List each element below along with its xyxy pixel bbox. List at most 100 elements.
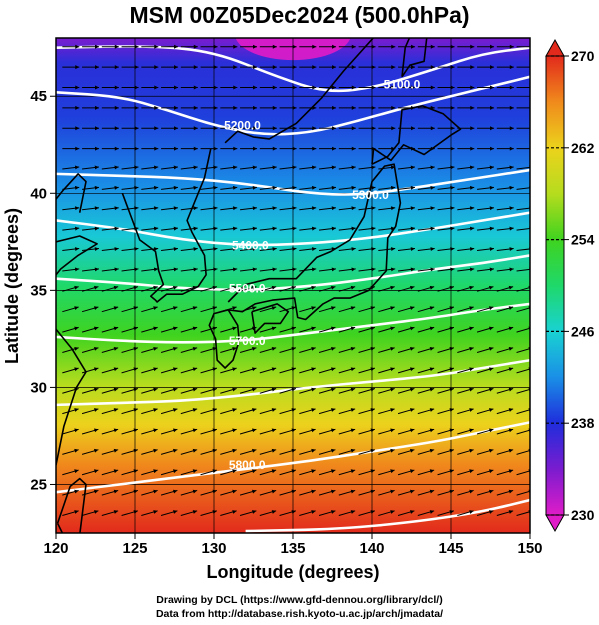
wind-vector-head [134, 206, 139, 211]
wind-vector-head [450, 44, 455, 49]
wind-vector-head [390, 267, 396, 272]
wind-vector-head [370, 306, 375, 311]
wind-vector-head [251, 448, 257, 453]
wind-vector-head [350, 367, 356, 372]
wind-vector-head [271, 489, 277, 494]
wind-vector-head [410, 226, 415, 231]
wind-vector-head [370, 387, 375, 392]
wind-vector-head [172, 285, 178, 290]
wind-vector-head [174, 65, 179, 70]
wind-vector-head [470, 105, 475, 110]
wind-vector-head [93, 489, 99, 494]
colorbar: 270 262 254 246 238 230 [545, 38, 595, 533]
wind-vector-head [390, 226, 396, 231]
wind-vector-head [134, 185, 139, 190]
wind-vector [516, 490, 530, 496]
colorbar-tick-label: 230 [571, 507, 595, 523]
wind-vector-head [173, 267, 178, 272]
wind-vector-head [233, 44, 238, 49]
wind-vector-head [371, 126, 376, 131]
wind-vector-head [93, 469, 99, 474]
wind-vector-head [351, 126, 356, 131]
wind-vector-head [134, 85, 139, 90]
wind-vector-head [114, 226, 119, 231]
wind-vector-head [488, 285, 494, 290]
wind-vector-head [311, 267, 317, 272]
wind-vector-head [390, 206, 396, 211]
wind-vector-head [311, 510, 316, 514]
wind-vector-head [233, 146, 238, 151]
wind-vector-head [330, 326, 336, 331]
wind-vector-head [154, 65, 159, 70]
x-axis-label: Longitude (degrees) [206, 562, 379, 582]
wind-vector-head [409, 469, 415, 474]
wind-vector-head [429, 448, 435, 453]
wind-vector-head [449, 469, 454, 474]
wind-vector-head [252, 267, 257, 272]
wind-vector-head [93, 326, 99, 331]
wind-vector-head [331, 226, 336, 231]
wind-vector-head [213, 226, 218, 231]
wind-vector-head [390, 306, 395, 311]
wind-vector-head [449, 387, 454, 392]
wind-vector-head [429, 306, 435, 311]
wind-vector-head [114, 267, 119, 272]
wind-vector-head [253, 44, 258, 49]
wind-vector-head [252, 165, 257, 170]
wind-vector-head [311, 367, 316, 372]
wind-vector-head [469, 428, 474, 433]
colorbar-scale [545, 55, 565, 516]
wind-vector-head [330, 367, 336, 372]
wind-vector-head [391, 44, 396, 49]
wind-vector-head [291, 408, 296, 412]
wind-vector-head [409, 408, 415, 412]
wind-vector-head [74, 489, 79, 494]
wind-vector-head [330, 408, 336, 412]
wind-vector-head [74, 367, 79, 372]
coastline [208, 309, 241, 369]
wind-vector [516, 228, 530, 231]
wind-vector-head [292, 247, 297, 251]
y-tick-label: 30 [30, 379, 47, 396]
wind-vector-head [272, 126, 277, 131]
wind-vector-head [469, 247, 475, 251]
wind-vector-head [469, 165, 475, 170]
wind-vector-head [74, 428, 79, 433]
wind-vector-head [490, 126, 495, 131]
wind-vector-head [370, 428, 375, 433]
wind-vector-head [153, 267, 159, 272]
wind-vector-head [508, 448, 514, 453]
wind-vector-head [390, 489, 395, 494]
wind-vector-head [429, 326, 435, 331]
wind-vector-head [331, 247, 336, 251]
wind-vector-head [311, 247, 317, 251]
wind-vector-head [370, 285, 375, 290]
wind-vector-head [233, 105, 238, 110]
wind-vector-head [391, 65, 396, 70]
wind-vector-head [469, 510, 474, 514]
wind-vector-head [75, 146, 80, 151]
wind-vector-head [232, 428, 237, 433]
wind-vector-head [488, 326, 494, 331]
wind-vector-head [192, 387, 198, 392]
wind-vector-head [93, 448, 99, 453]
wind-vector-head [450, 85, 455, 90]
wind-vector-head [213, 65, 218, 70]
x-tick-label: 135 [280, 540, 305, 557]
wind-vector-head [172, 469, 178, 474]
wind-vector-head [351, 185, 356, 190]
wind-vector-head [232, 165, 238, 170]
wind-vector-head [173, 247, 178, 251]
wind-vector-head [153, 448, 158, 453]
wind-vector-head [232, 226, 238, 231]
wind-vector-head [272, 165, 277, 170]
wind-vector-head [430, 267, 435, 272]
wind-vector-head [449, 448, 454, 453]
wind-vector-head [291, 448, 296, 453]
wind-vector [516, 286, 530, 292]
wind-vector-head [330, 489, 336, 494]
wind-vector-head [94, 267, 99, 272]
wind-vector [516, 307, 530, 313]
wind-vector-head [469, 448, 474, 453]
wind-vector-head [213, 185, 218, 190]
